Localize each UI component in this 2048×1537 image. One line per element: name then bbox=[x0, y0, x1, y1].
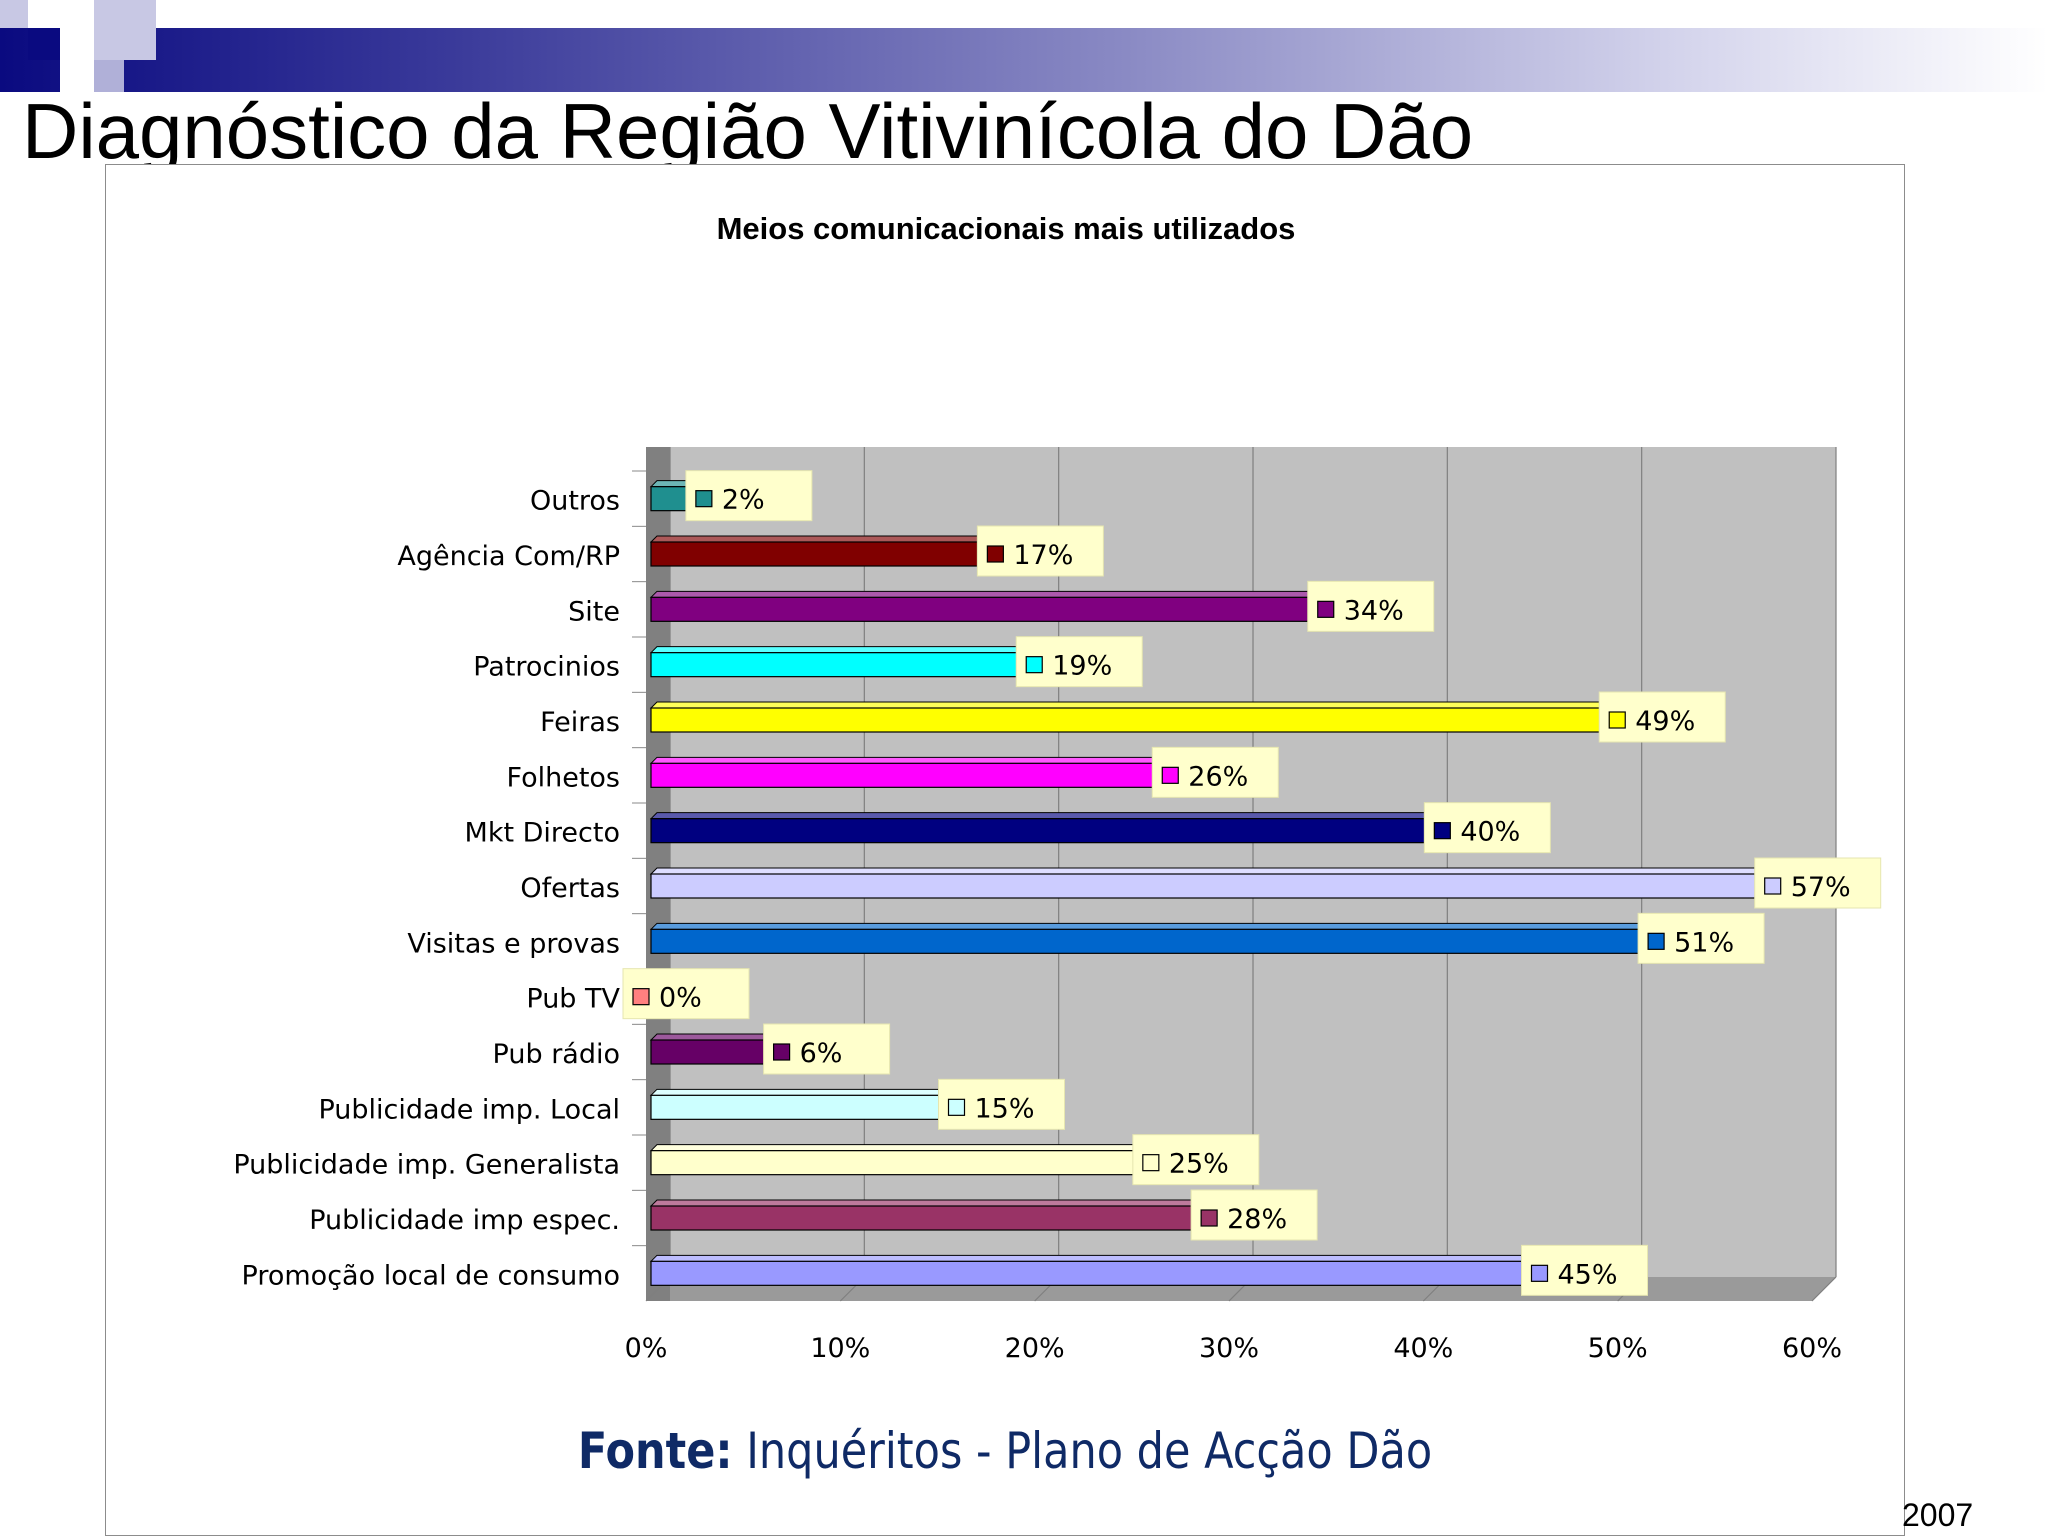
data-label: 51% bbox=[1674, 927, 1734, 958]
data-label-key bbox=[986, 545, 1004, 563]
category-label: Mkt Directo bbox=[465, 818, 620, 849]
data-label-key bbox=[772, 1043, 791, 1061]
data-label-key bbox=[947, 1098, 966, 1116]
source-line: Fonte: Inquéritos - Plano de Acção Dão bbox=[231, 1422, 1779, 1480]
bar-top-face bbox=[649, 1144, 1145, 1152]
data-label: 28% bbox=[1227, 1204, 1287, 1235]
chart-svg: Meios comunicacionais mais utilizados 0%… bbox=[233, 211, 1882, 1364]
category-label: Publicidade imp. Generalista bbox=[233, 1150, 620, 1181]
category-label: Folhetos bbox=[507, 762, 620, 793]
bar bbox=[650, 1150, 1138, 1176]
chart-frame: Meios comunicacionais mais utilizados 0%… bbox=[105, 164, 1905, 1536]
bar-top-face bbox=[649, 867, 1766, 875]
bar-top-face bbox=[649, 1254, 1533, 1262]
data-label-key bbox=[1433, 822, 1451, 840]
data-label: 40% bbox=[1460, 817, 1520, 848]
data-label-key bbox=[1025, 656, 1043, 674]
bar-top-face bbox=[649, 535, 989, 543]
data-label-key bbox=[1764, 877, 1782, 895]
data-label-key bbox=[1530, 1264, 1549, 1282]
category-label: Publicidade imp. Local bbox=[318, 1094, 620, 1125]
category-label: Pub rádio bbox=[493, 1039, 620, 1070]
data-label: 19% bbox=[1052, 651, 1112, 682]
category-label: Outros bbox=[530, 486, 620, 517]
data-label: 15% bbox=[975, 1093, 1035, 1124]
data-label-key bbox=[1317, 600, 1335, 618]
bar bbox=[650, 652, 1021, 678]
bar-top-face bbox=[649, 922, 1650, 930]
data-label: 2% bbox=[722, 485, 765, 516]
bar-top-face bbox=[649, 812, 1436, 820]
data-label: 0% bbox=[659, 983, 702, 1014]
bar bbox=[650, 541, 982, 567]
bar-top-face bbox=[649, 701, 1611, 709]
bar bbox=[650, 486, 691, 512]
data-label-key bbox=[1647, 932, 1665, 950]
x-tick-label: 30% bbox=[1199, 1333, 1259, 1364]
bar-top-face bbox=[649, 756, 1164, 764]
bar bbox=[650, 1039, 769, 1065]
bar-top-face bbox=[649, 1033, 775, 1041]
source-label: Fonte: bbox=[577, 1422, 733, 1480]
data-label: 25% bbox=[1169, 1149, 1229, 1180]
bar bbox=[650, 596, 1313, 622]
bar-top-face bbox=[649, 590, 1319, 598]
page-title: Diagnóstico da Região Vitivinícola do Dã… bbox=[22, 87, 1474, 175]
x-tick-label: 20% bbox=[1005, 1333, 1065, 1364]
bar bbox=[650, 1260, 1527, 1286]
category-label: Promoção local de consumo bbox=[242, 1260, 620, 1291]
data-label: 26% bbox=[1188, 761, 1248, 792]
decor-square bbox=[60, 60, 94, 92]
x-tick-label: 10% bbox=[810, 1333, 870, 1364]
category-label: Patrocinios bbox=[473, 652, 620, 683]
bar bbox=[650, 1094, 944, 1120]
bar bbox=[650, 707, 1604, 733]
category-label: Ofertas bbox=[520, 873, 620, 904]
data-label-key bbox=[1608, 711, 1626, 729]
x-tick-label: 50% bbox=[1588, 1333, 1648, 1364]
bar-top-face bbox=[649, 1199, 1203, 1207]
gridline-floor bbox=[1811, 1276, 1837, 1302]
decor-square bbox=[94, 28, 156, 60]
decor-square bbox=[0, 0, 28, 28]
data-label: 6% bbox=[800, 1038, 843, 1069]
category-label: Pub TV bbox=[526, 984, 620, 1015]
data-label-key bbox=[1161, 766, 1179, 784]
category-label: Site bbox=[568, 596, 620, 627]
data-label-key bbox=[1142, 1154, 1160, 1172]
decor-square bbox=[60, 28, 94, 60]
bar-top-face bbox=[649, 646, 1028, 654]
x-tick-label: 60% bbox=[1782, 1333, 1842, 1364]
data-label-key bbox=[1200, 1209, 1218, 1227]
data-label: 45% bbox=[1558, 1259, 1618, 1290]
data-label: 57% bbox=[1791, 872, 1851, 903]
source-text: Inquéritos - Plano de Acção Dão bbox=[746, 1422, 1433, 1480]
header-gradient-band bbox=[0, 28, 2048, 92]
data-label: 34% bbox=[1344, 595, 1404, 626]
category-label: Agência Com/RP bbox=[397, 541, 620, 572]
data-label-key bbox=[695, 490, 713, 508]
data-label-box bbox=[1307, 580, 1435, 632]
category-label: Visitas e provas bbox=[407, 928, 620, 959]
decor-square bbox=[28, 28, 60, 60]
chart-title: Meios comunicacionais mais utilizados bbox=[717, 211, 1296, 246]
bar bbox=[650, 818, 1429, 844]
data-label: 49% bbox=[1635, 706, 1695, 737]
year-label: 2007 bbox=[1902, 1497, 1974, 1533]
bar bbox=[650, 762, 1157, 788]
bar-top-face bbox=[649, 1088, 950, 1096]
bar bbox=[650, 1205, 1196, 1231]
data-label-key bbox=[632, 988, 650, 1006]
decor-square bbox=[94, 0, 156, 28]
category-label: Feiras bbox=[540, 707, 620, 738]
x-tick-label: 0% bbox=[625, 1333, 668, 1364]
data-label: 17% bbox=[1013, 540, 1073, 571]
bar bbox=[650, 873, 1760, 899]
x-tick-label: 40% bbox=[1393, 1333, 1453, 1364]
category-label: Publicidade imp espec. bbox=[309, 1205, 620, 1236]
bar bbox=[650, 928, 1643, 954]
decor-square bbox=[94, 60, 124, 92]
